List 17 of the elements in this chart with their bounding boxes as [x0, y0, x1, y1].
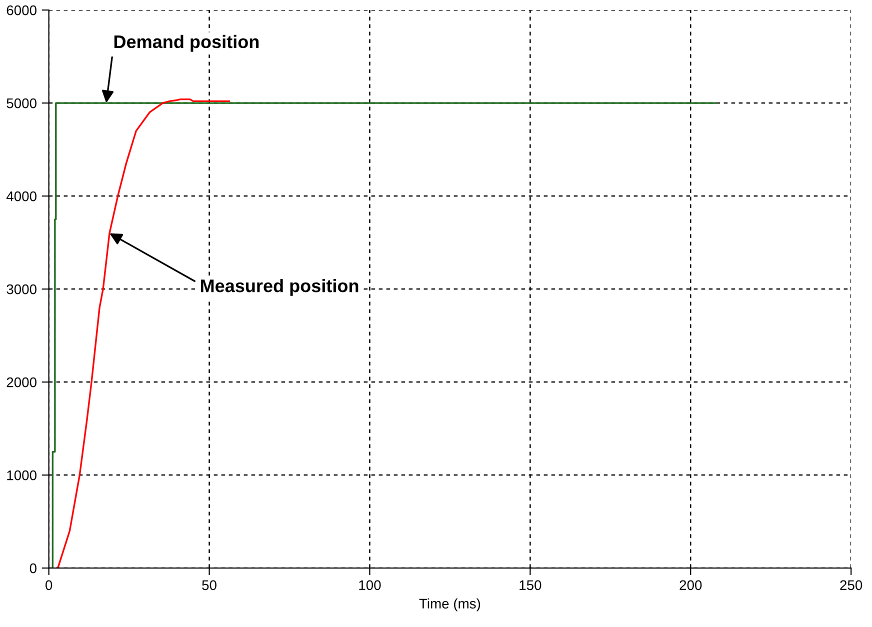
x-tick-label: 100: [359, 580, 381, 590]
y-tick-label: 3000: [6, 284, 36, 294]
y-tick-label: 2000: [6, 377, 36, 388]
x-axis-title: Time (ms): [419, 598, 480, 612]
x-tick-label: 150: [520, 580, 542, 590]
y-tick-label: 6000: [6, 5, 36, 16]
x-tick-label: 50: [202, 580, 216, 590]
x-tick-label: 0: [46, 580, 52, 590]
annotation: Demand position: [114, 34, 259, 52]
x-tick-label: 250: [840, 580, 862, 590]
y-tick-label: 1000: [7, 470, 36, 480]
line-series: [52, 102, 718, 568]
y-tick-label: 4000: [6, 191, 36, 202]
annotation: Measured position: [200, 278, 358, 296]
y-tick-label: 5000: [6, 98, 36, 108]
y-tick-label: 0: [30, 563, 36, 574]
x-tick-label: 200: [680, 580, 702, 590]
